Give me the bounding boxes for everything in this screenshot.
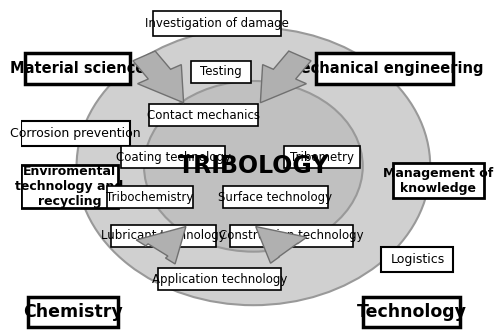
FancyBboxPatch shape	[111, 225, 216, 247]
FancyBboxPatch shape	[316, 52, 452, 84]
FancyBboxPatch shape	[190, 61, 250, 83]
Text: Construction technology: Construction technology	[219, 229, 363, 242]
FancyBboxPatch shape	[26, 52, 130, 84]
FancyBboxPatch shape	[362, 297, 459, 327]
Text: Tribometry: Tribometry	[290, 151, 353, 164]
Text: Material science: Material science	[10, 61, 145, 76]
Ellipse shape	[144, 81, 362, 252]
Text: TRIBOLOGY: TRIBOLOGY	[177, 154, 329, 178]
Ellipse shape	[77, 28, 429, 305]
Text: Enviromental
technology and
recycling: Enviromental technology and recycling	[16, 165, 123, 208]
Polygon shape	[136, 226, 185, 264]
Text: Chemistry: Chemistry	[23, 303, 123, 321]
FancyBboxPatch shape	[153, 11, 281, 36]
Text: Coating technology: Coating technology	[115, 151, 230, 164]
Text: Management of
knowledge: Management of knowledge	[382, 167, 492, 195]
FancyBboxPatch shape	[28, 297, 118, 327]
Text: Technology: Technology	[356, 303, 465, 321]
Text: Corrosion prevention: Corrosion prevention	[10, 127, 140, 140]
FancyBboxPatch shape	[148, 104, 258, 126]
FancyBboxPatch shape	[21, 165, 118, 208]
Polygon shape	[260, 51, 311, 103]
Text: Application technology: Application technology	[152, 273, 287, 286]
FancyBboxPatch shape	[21, 121, 130, 146]
Polygon shape	[255, 226, 306, 263]
FancyBboxPatch shape	[392, 163, 483, 198]
FancyBboxPatch shape	[381, 247, 452, 272]
FancyBboxPatch shape	[223, 186, 327, 208]
FancyBboxPatch shape	[229, 225, 353, 247]
FancyBboxPatch shape	[158, 268, 281, 290]
Text: Mechanical engineering: Mechanical engineering	[286, 61, 482, 76]
Text: Lubricant technology: Lubricant technology	[101, 229, 226, 242]
Text: Testing: Testing	[199, 65, 241, 78]
FancyBboxPatch shape	[283, 146, 360, 168]
Text: Logistics: Logistics	[389, 253, 444, 266]
FancyBboxPatch shape	[107, 186, 192, 208]
Text: Contact mechanics: Contact mechanics	[147, 109, 260, 122]
Text: Investigation of damage: Investigation of damage	[145, 17, 289, 30]
Text: Tribochemistry: Tribochemistry	[106, 191, 193, 204]
Polygon shape	[133, 51, 183, 103]
FancyBboxPatch shape	[121, 146, 225, 168]
Text: Surface technology: Surface technology	[218, 191, 332, 204]
